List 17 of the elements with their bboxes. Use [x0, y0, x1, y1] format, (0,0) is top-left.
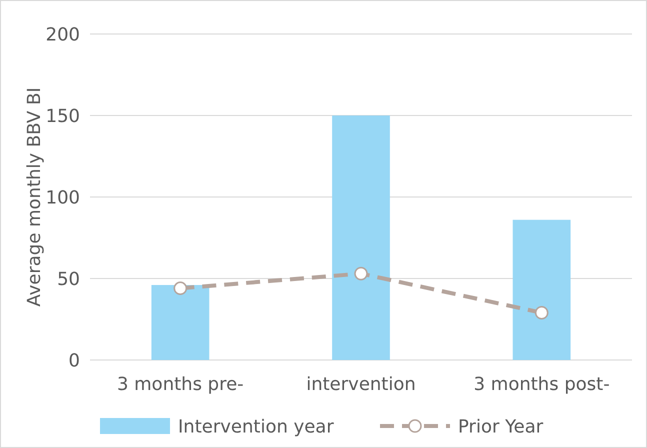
bar — [151, 285, 210, 360]
x-tick-label: 3 months post- — [474, 374, 610, 395]
bar — [332, 116, 390, 360]
bar — [512, 220, 571, 360]
y-tick-label: 100 — [46, 187, 80, 208]
point — [174, 282, 188, 296]
point — [354, 266, 368, 280]
x-tick-label: 3 months pre- — [116, 374, 244, 395]
y-tick-label: 0 — [68, 350, 80, 372]
y-tick-label: 150 — [46, 106, 80, 127]
x-tick-label: intervention — [306, 374, 416, 395]
point — [534, 306, 548, 320]
legend-label: Prior Year — [458, 416, 544, 438]
y-tick-label: 50 — [57, 268, 80, 290]
y-tick-label: 200 — [46, 24, 80, 46]
legend-label: Intervention year — [178, 416, 334, 438]
y-axis-title: Average monthly BBV BI — [24, 87, 45, 307]
